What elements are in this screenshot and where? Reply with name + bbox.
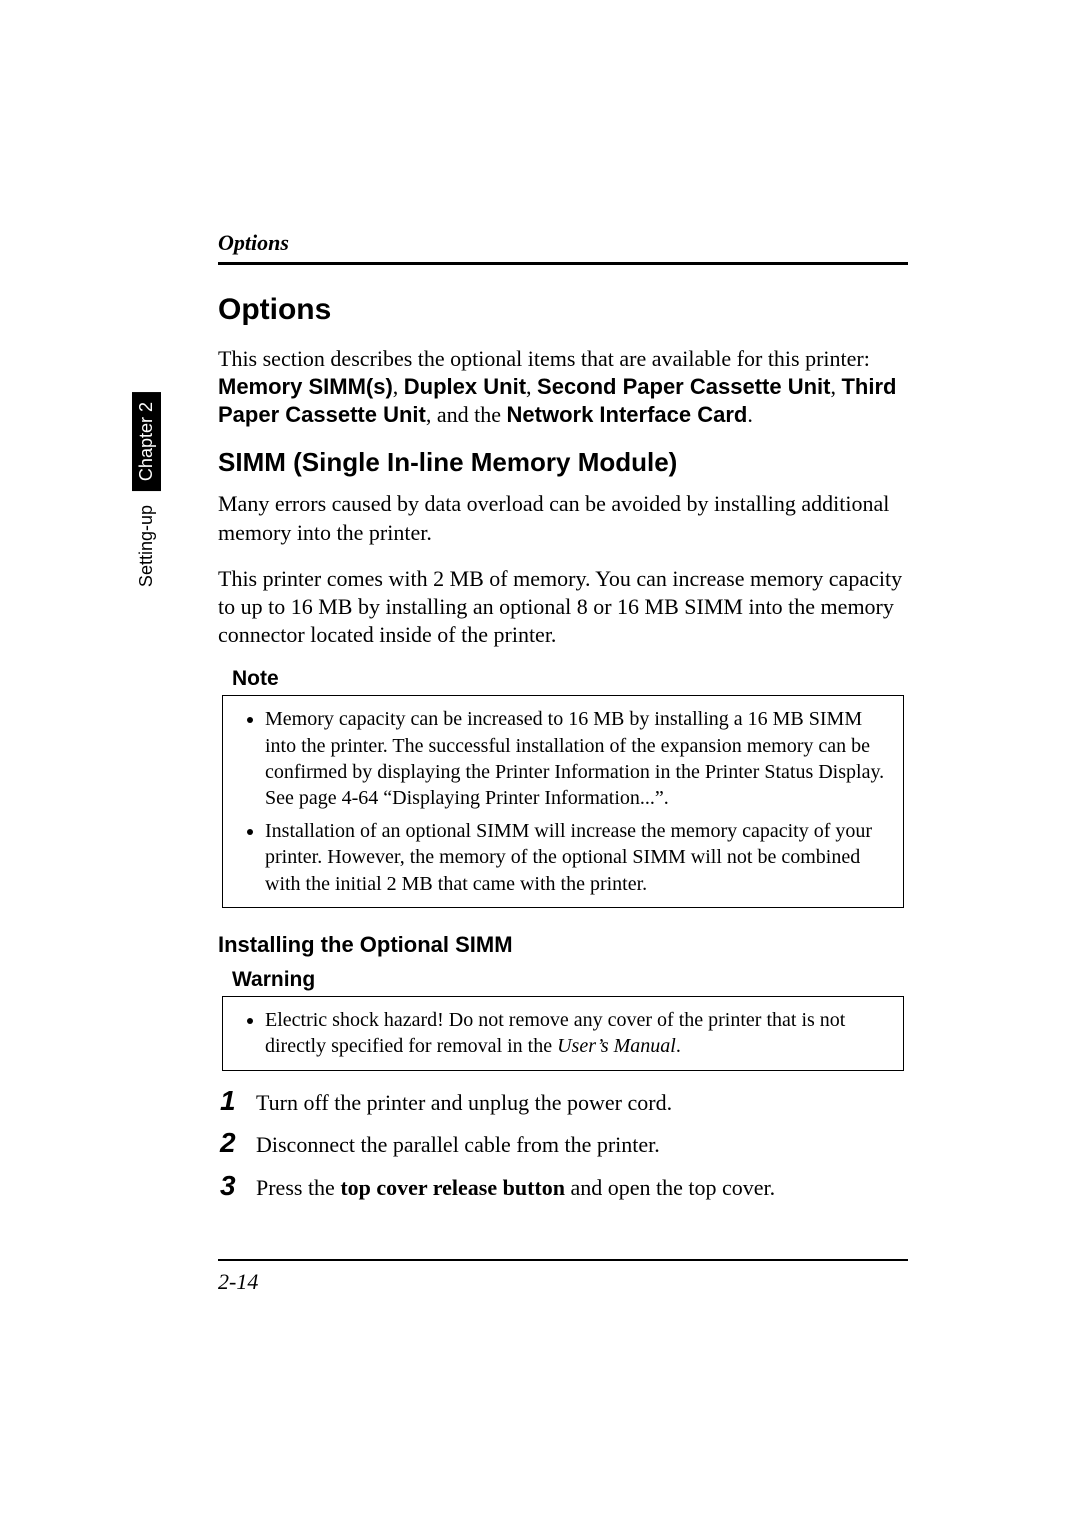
- install-heading: Installing the Optional SIMM: [218, 932, 908, 958]
- intro-bold-5: Network Interface Card: [507, 402, 748, 427]
- note-item: Memory capacity can be increased to 16 M…: [265, 706, 889, 812]
- intro-sep-2: ,: [526, 374, 537, 399]
- note-label: Note: [232, 667, 908, 691]
- step-before: Press the: [256, 1175, 340, 1200]
- warning-item: Electric shock hazard! Do not remove any…: [265, 1007, 889, 1060]
- intro-after: .: [747, 402, 753, 427]
- intro-sep-3: ,: [830, 374, 841, 399]
- intro-paragraph: This section describes the optional item…: [218, 345, 908, 429]
- page-number: 2-14: [218, 1269, 908, 1295]
- header-rule: [218, 262, 908, 265]
- step-after: and open the top cover.: [565, 1175, 775, 1200]
- step-before: Disconnect the parallel cable from the p…: [256, 1132, 660, 1157]
- step-row: 3 Press the top cover release button and…: [220, 1170, 908, 1203]
- intro-sep-1: ,: [393, 374, 404, 399]
- step-before: Turn off the printer and unplug the powe…: [256, 1090, 672, 1115]
- step-number: 1: [220, 1085, 256, 1117]
- step-row: 1 Turn off the printer and unplug the po…: [220, 1085, 908, 1118]
- warning-text-italic: User’s Manual: [557, 1035, 676, 1057]
- intro-text: This section describes the optional item…: [218, 346, 870, 371]
- warning-text-before: Electric shock hazard! Do not remove any…: [265, 1009, 845, 1057]
- intro-bold-1: Memory SIMM(s): [218, 374, 393, 399]
- step-number: 3: [220, 1170, 256, 1202]
- step-bold: top cover release button: [340, 1175, 565, 1200]
- footer-rule: [218, 1259, 908, 1261]
- warning-label: Warning: [232, 968, 908, 992]
- step-text: Disconnect the parallel cable from the p…: [256, 1131, 660, 1160]
- step-text: Press the top cover release button and o…: [256, 1174, 775, 1203]
- note-box: Memory capacity can be increased to 16 M…: [222, 695, 904, 908]
- section-tab: Setting-up: [136, 505, 157, 587]
- note-list: Memory capacity can be increased to 16 M…: [237, 706, 889, 897]
- step-number: 2: [220, 1127, 256, 1159]
- simm-p2: This printer comes with 2 MB of memory. …: [218, 565, 908, 649]
- step-row: 2 Disconnect the parallel cable from the…: [220, 1127, 908, 1160]
- step-text: Turn off the printer and unplug the powe…: [256, 1089, 672, 1118]
- section-title: Options: [218, 293, 908, 327]
- warning-list: Electric shock hazard! Do not remove any…: [237, 1007, 889, 1060]
- running-head: Options: [218, 230, 908, 256]
- intro-mid: , and the: [426, 402, 507, 427]
- simm-p1: Many errors caused by data overload can …: [218, 490, 908, 546]
- side-tab: Chapter 2 Setting-up: [128, 392, 164, 587]
- warning-text-after: .: [676, 1035, 681, 1057]
- simm-heading: SIMM (Single In-line Memory Module): [218, 447, 908, 478]
- intro-bold-3: Second Paper Cassette Unit: [537, 374, 830, 399]
- warning-box: Electric shock hazard! Do not remove any…: [222, 996, 904, 1071]
- steps: 1 Turn off the printer and unplug the po…: [220, 1085, 908, 1203]
- intro-bold-2: Duplex Unit: [404, 374, 526, 399]
- chapter-tab: Chapter 2: [132, 392, 161, 491]
- page-body: Options Options This section describes t…: [218, 230, 908, 1295]
- note-item: Installation of an optional SIMM will in…: [265, 818, 889, 897]
